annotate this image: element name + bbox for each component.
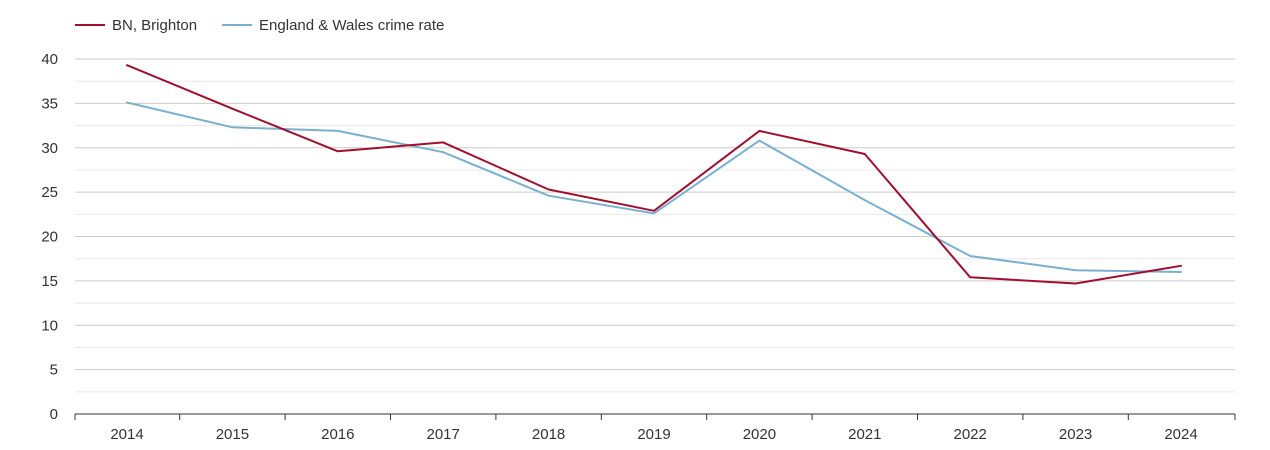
y-tick-label: 35 — [41, 95, 58, 112]
legend-item-1[interactable]: England & Wales crime rate — [222, 17, 444, 34]
y-tick-label: 25 — [41, 184, 58, 201]
y-tick-label: 15 — [41, 273, 58, 290]
x-tick-label: 2023 — [1059, 426, 1092, 443]
series-line-1 — [126, 101, 1182, 273]
y-tick-label: 40 — [41, 51, 58, 68]
x-tick-label: 2021 — [848, 426, 881, 443]
x-tick-label: 2020 — [743, 426, 776, 443]
series-line-0 — [126, 64, 1182, 285]
legend-label: BN, Brighton — [112, 17, 197, 34]
y-tick-label: 20 — [41, 229, 58, 246]
x-tick-label: 2015 — [216, 426, 249, 443]
chart-legend: BN, Brighton England & Wales crime rate — [75, 17, 444, 34]
legend-label: England & Wales crime rate — [259, 17, 444, 34]
x-tick-label: 2022 — [954, 426, 987, 443]
x-tick-label: 2019 — [637, 426, 670, 443]
x-axis — [74, 413, 1236, 420]
legend-item-0[interactable]: BN, Brighton — [75, 17, 197, 34]
chart-gridlines — [75, 58, 1235, 393]
y-axis-tick-labels: 0 5 10 15 20 25 30 35 40 — [41, 51, 58, 423]
y-tick-label: 30 — [41, 140, 58, 157]
x-tick-label: 2014 — [110, 426, 143, 443]
y-tick-label: 5 — [50, 362, 58, 379]
x-tick-label: 2024 — [1164, 426, 1197, 443]
y-tick-label: 0 — [50, 406, 58, 423]
chart-series — [126, 64, 1182, 285]
x-tick-label: 2016 — [321, 426, 354, 443]
x-tick-label: 2017 — [427, 426, 460, 443]
x-axis-tick-labels: 2014 2015 2016 2017 2018 2019 2020 2021 2022 2023… — [110, 426, 1197, 443]
y-tick-label: 10 — [41, 317, 58, 334]
x-tick-label: 2018 — [532, 426, 565, 443]
